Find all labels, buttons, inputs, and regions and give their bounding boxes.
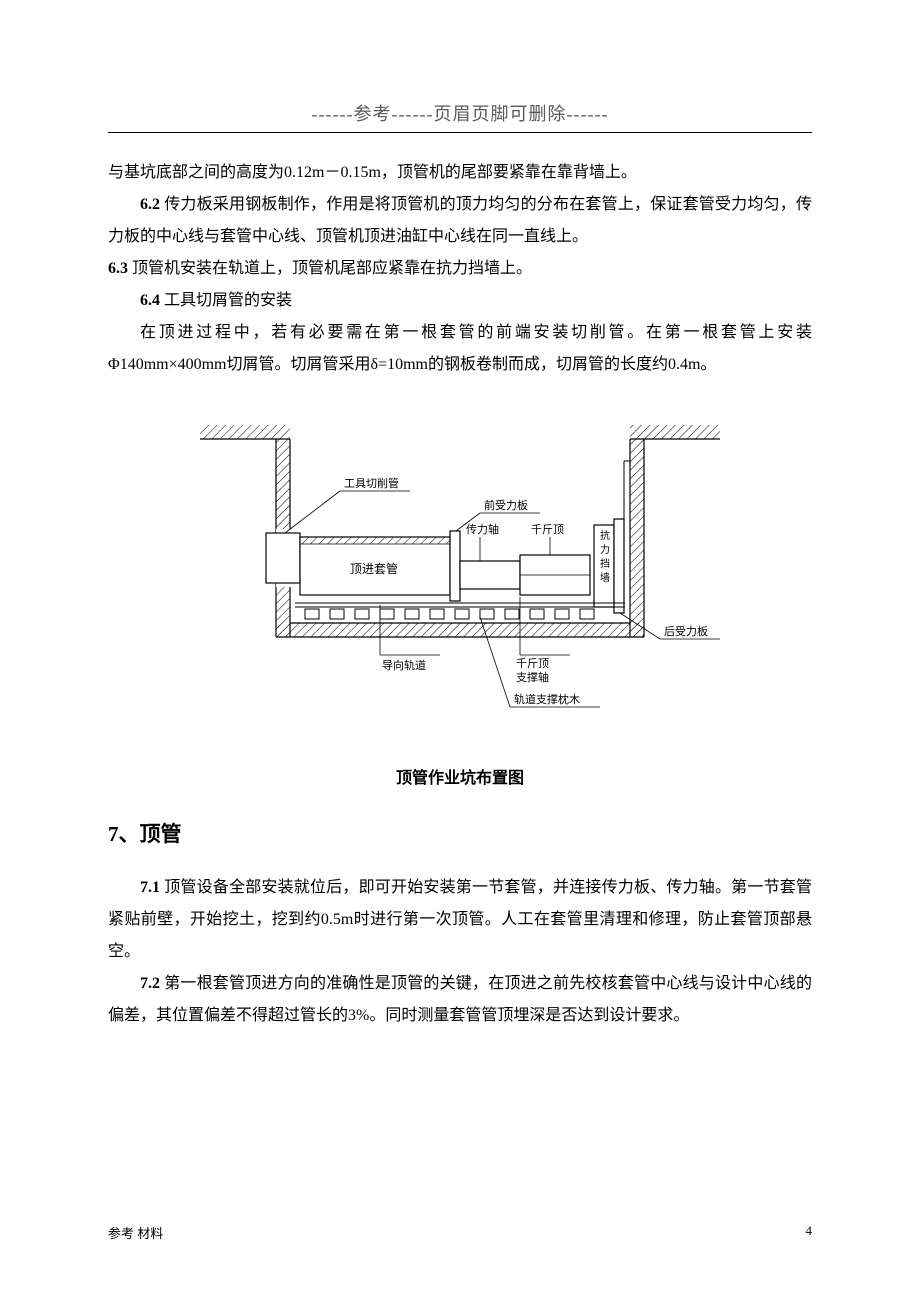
- lead-7-1: 7.1: [140, 879, 160, 896]
- text-6-3: 顶管机安装在轨道上，顶管机尾部应紧靠在抗力挡墙上。: [128, 260, 532, 277]
- paragraph-7-2: 7.2 第一根套管顶进方向的准确性是顶管的关键，在顶进之前先校核套管中心线与设计…: [108, 968, 812, 1032]
- label-push-casing: 顶进套管: [350, 561, 398, 576]
- section-7-title: 7、顶管: [108, 818, 812, 848]
- pit-layout-diagram: 顶进套管 抗 力 挡 墙: [180, 411, 740, 741]
- text-7-1: 顶管设备全部安装就位后，即可开始安装第一节套管，并连接传力板、传力轴。第一节套管…: [108, 879, 812, 960]
- paragraph-6-2: 6.2 传力板采用钢板制作，作用是将顶管机的顶力均匀的分布在套管上，保证套管受力…: [108, 189, 812, 253]
- lead-6-3: 6.3: [108, 260, 128, 277]
- label-tool-cutter: 工具切削管: [344, 476, 399, 490]
- label-guide-rail: 导向轨道: [382, 658, 426, 672]
- diagram-container: 顶进套管 抗 力 挡 墙: [108, 411, 812, 788]
- page-header: ------参考------页眉页脚可删除------: [108, 100, 812, 126]
- label-jack-support-2: 支撑轴: [516, 670, 549, 684]
- text-6-2: 传力板采用钢板制作，作用是将顶管机的顶力均匀的分布在套管上，保证套管受力均匀，传…: [108, 196, 812, 245]
- label-rail-sleeper: 轨道支撑枕木: [514, 692, 580, 706]
- paragraph-7-1: 7.1 顶管设备全部安装就位后，即可开始安装第一节套管，并连接传力板、传力轴。第…: [108, 872, 812, 968]
- paragraph-6-3: 6.3 顶管机安装在轨道上，顶管机尾部应紧靠在抗力挡墙上。: [108, 253, 812, 285]
- label-front-plate: 前受力板: [484, 498, 528, 512]
- text-6-4: 工具切屑管的安装: [160, 292, 292, 309]
- lead-6-2: 6.2: [140, 196, 160, 213]
- header-rule: [108, 132, 812, 133]
- label-resist-2: 力: [600, 543, 610, 556]
- paragraph-6-4-body: 在顶进过程中，若有必要需在第一根套管的前端安装切削管。在第一根套管上安装Φ140…: [108, 317, 812, 381]
- diagram-caption: 顶管作业坑布置图: [108, 764, 812, 788]
- label-rear-plate: 后受力板: [664, 624, 708, 638]
- lead-7-2: 7.2: [140, 975, 160, 992]
- footer-page-number: 4: [806, 1223, 813, 1242]
- label-jack: 千斤顶: [531, 523, 564, 536]
- label-thrust-shaft: 传力轴: [466, 522, 499, 536]
- label-resist-1: 抗: [600, 529, 610, 542]
- lead-6-4: 6.4: [140, 292, 160, 309]
- label-resist-3: 挡: [600, 557, 610, 570]
- page-footer: 参考 材料 4: [108, 1223, 812, 1242]
- text-7-2: 第一根套管顶进方向的准确性是顶管的关键，在顶进之前先校核套管中心线与设计中心线的…: [108, 975, 812, 1024]
- paragraph-6-4: 6.4 工具切屑管的安装: [108, 285, 812, 317]
- label-resist-4: 墙: [600, 571, 610, 584]
- label-jack-support-1: 千斤顶: [516, 657, 549, 670]
- footer-left: 参考 材料: [108, 1223, 163, 1242]
- paragraph-6-1-cont: 与基坑底部之间的高度为0.12m－0.15m，顶管机的尾部要紧靠在靠背墙上。: [108, 157, 812, 189]
